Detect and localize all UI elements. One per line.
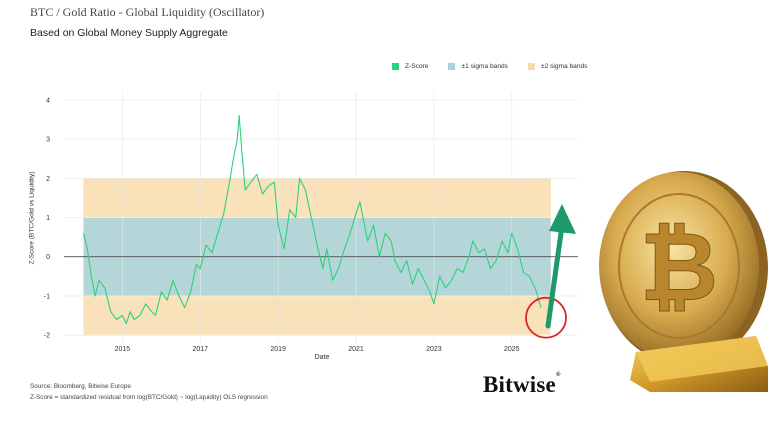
y-tick-label: 1 <box>46 215 50 222</box>
brand-name: Bitwise <box>483 372 556 397</box>
y-tick-label: 4 <box>46 97 50 104</box>
gold-bar-top <box>636 336 768 382</box>
x-tick-label: 2023 <box>426 346 442 353</box>
bitwise-logo: Bitwise® <box>483 372 561 398</box>
legend-label-sigma2: ±2 sigma bands <box>540 62 588 70</box>
coin-face <box>599 172 759 360</box>
x-tick-label: 2015 <box>115 346 131 353</box>
bitcoin-coin-gold-bar-illustration: ₿ <box>599 171 768 392</box>
chart-subtitle: Based on Global Money Supply Aggregate <box>30 27 228 39</box>
legend-swatch-zscore <box>392 62 399 70</box>
upward-arrow-head <box>549 204 576 234</box>
legend-item-zscore[interactable]: Z-Score <box>392 62 429 70</box>
legend-label-zscore: Z-Score <box>405 62 429 70</box>
x-tick-label: 2017 <box>192 346 208 353</box>
y-tick-label: 3 <box>46 137 50 144</box>
x-tick-label: 2025 <box>504 346 520 353</box>
x-axis-label: Date <box>314 354 330 361</box>
legend-item-sigma1[interactable]: ±1 sigma bands <box>448 62 508 70</box>
upward-arrow-shaft <box>545 223 565 329</box>
highlight-circle <box>525 296 567 339</box>
bitcoin-symbol-icon: ₿ <box>640 211 718 323</box>
chart-legend: Z-Score ±1 sigma bands ±2 sigma bands <box>392 60 607 72</box>
footer-source: Source: Bloomberg, Bitwise Europe <box>30 383 131 390</box>
legend-item-sigma2[interactable]: ±2 sigma bands <box>527 62 588 70</box>
y-tick-label: -2 <box>44 333 50 340</box>
x-tick-label: 2021 <box>348 346 364 353</box>
legend-label-sigma1: ±1 sigma bands <box>461 62 508 70</box>
zscore-series-line <box>82 114 542 324</box>
coin-inner-ring <box>618 193 740 339</box>
legend-swatch-sigma2 <box>527 62 535 70</box>
y-tick-label: -1 <box>44 293 50 300</box>
footer-note: Z-Score = standardized residual from log… <box>30 394 268 401</box>
chart-title: BTC / Gold Ratio - Global Liquidity (Osc… <box>30 5 265 19</box>
legend-swatch-sigma1 <box>448 62 456 70</box>
y-tick-label: 0 <box>46 254 50 261</box>
y-tick-label: 2 <box>46 176 50 183</box>
x-tick-label: 2019 <box>270 346 286 353</box>
registered-mark: ® <box>555 372 561 378</box>
